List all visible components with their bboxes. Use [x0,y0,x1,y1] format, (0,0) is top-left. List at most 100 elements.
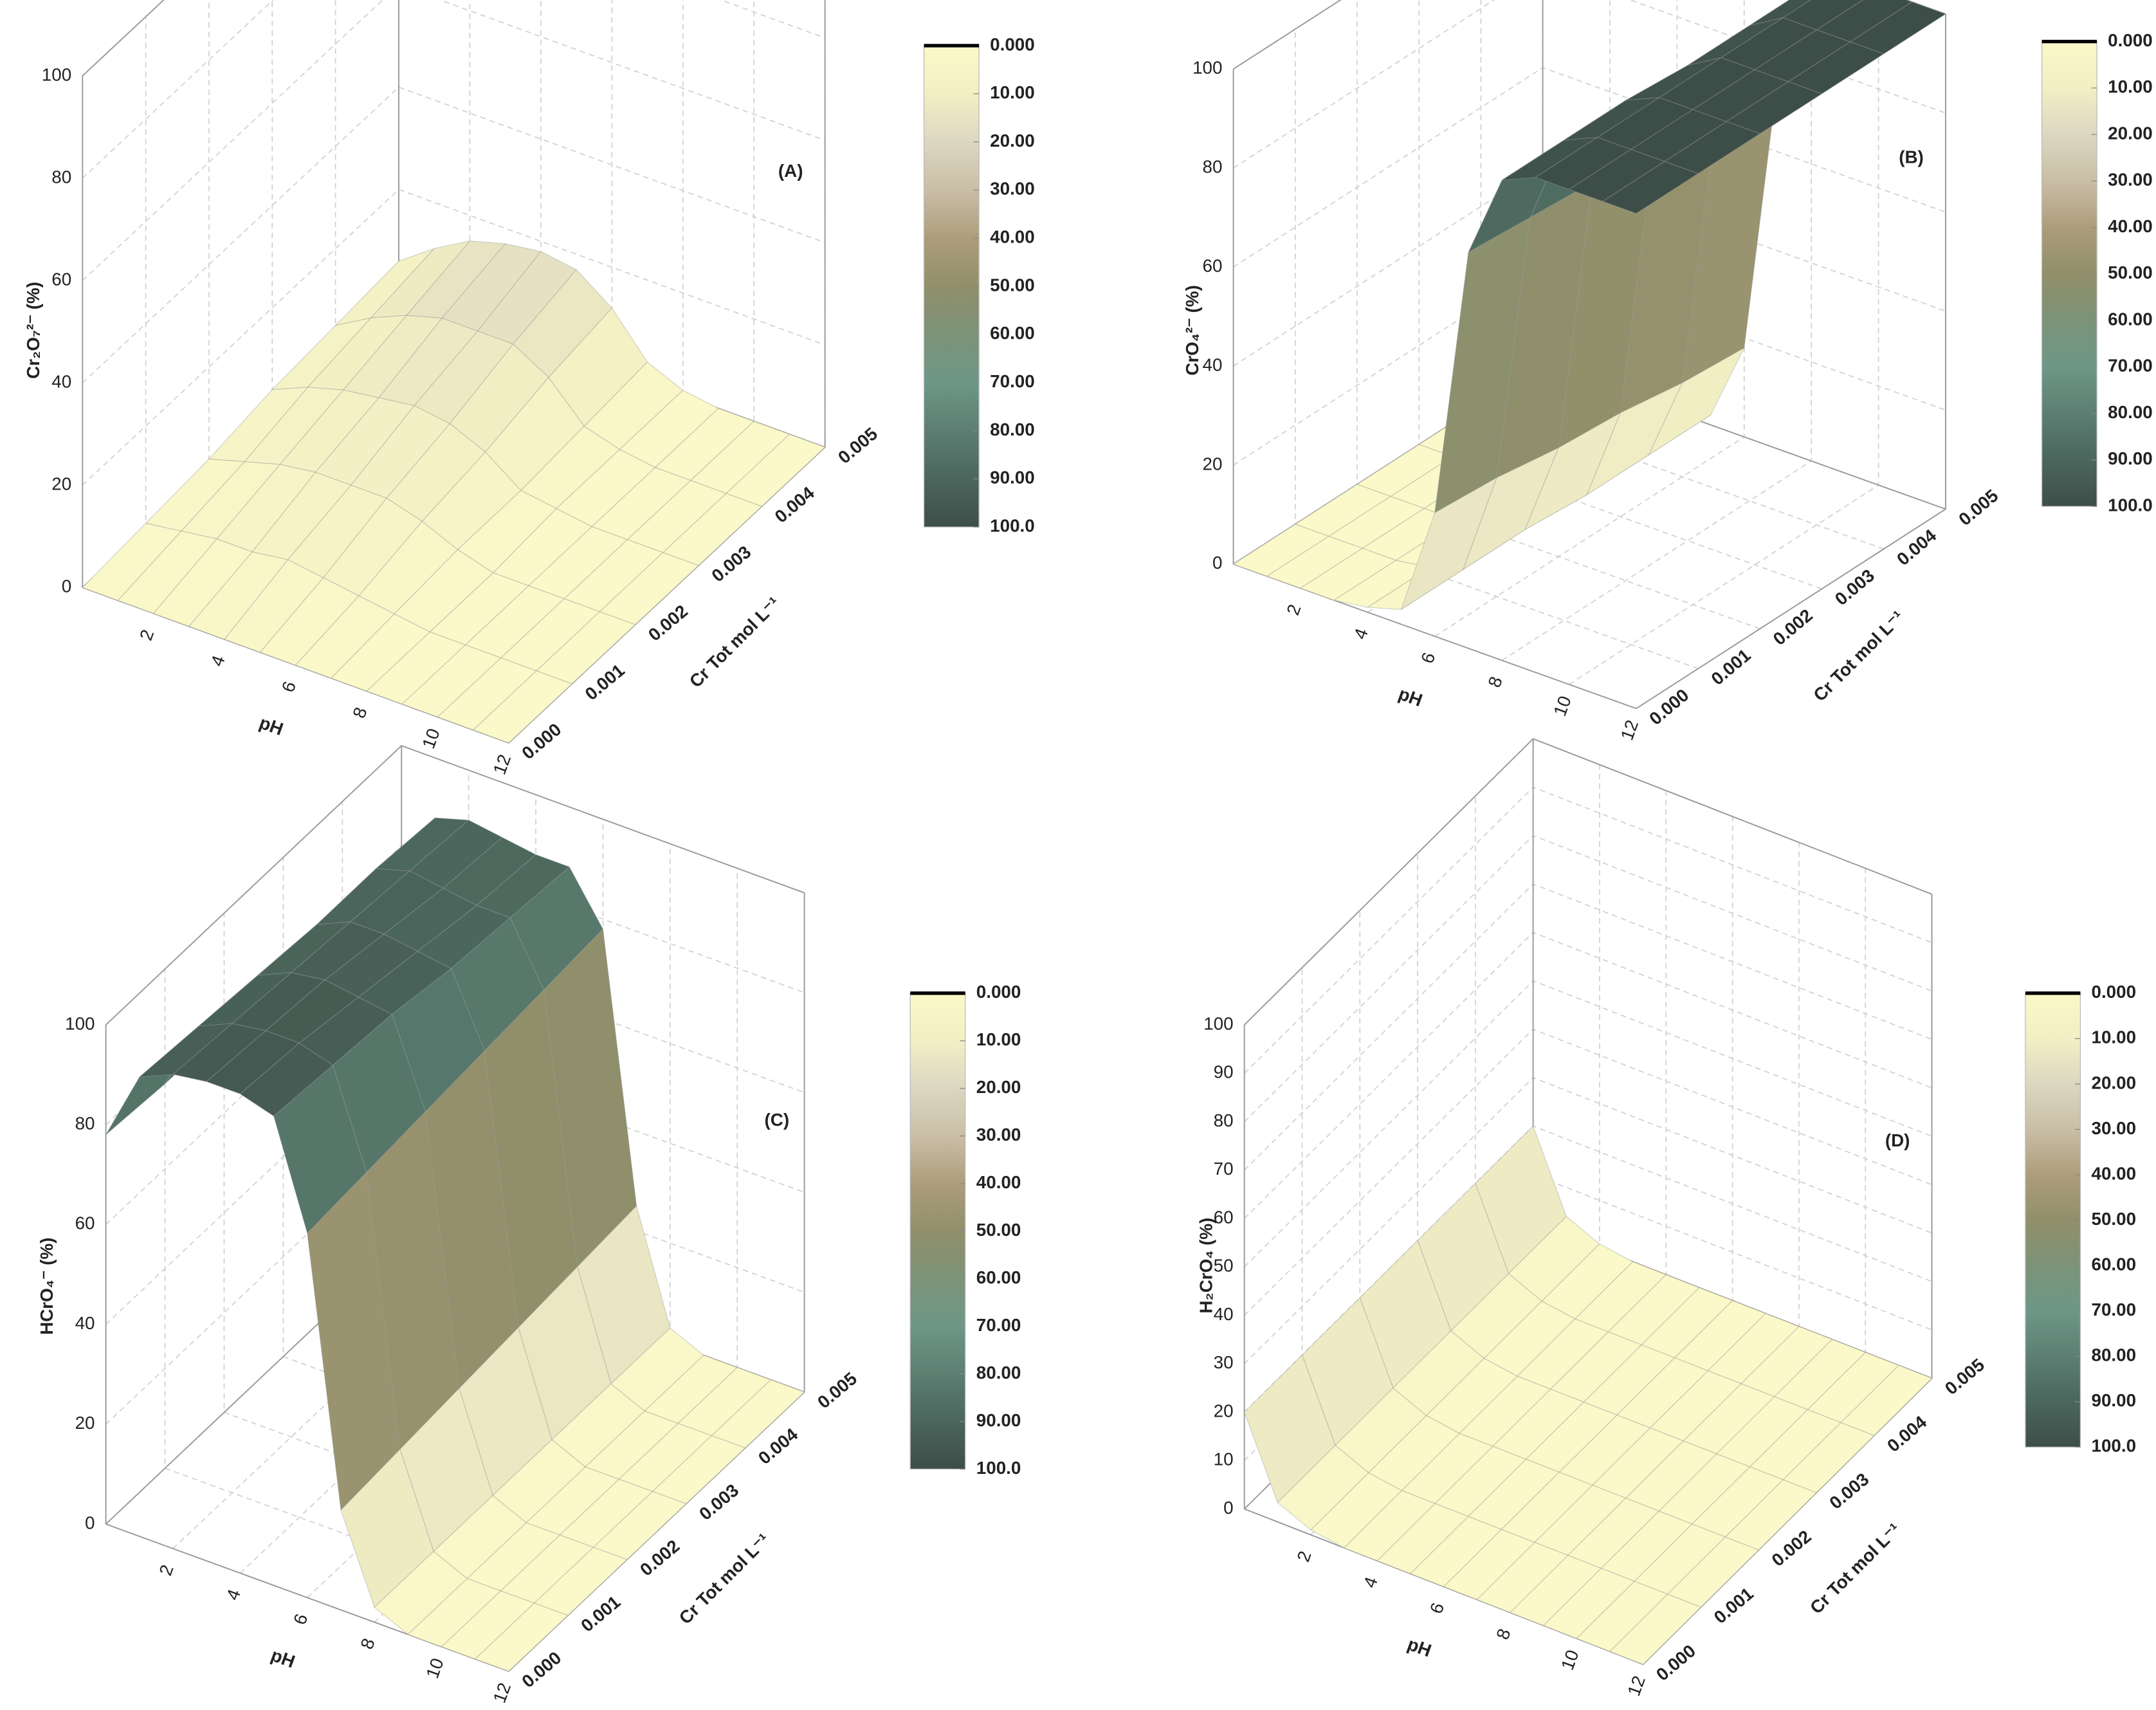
colorbar-tick-label: 100.0 [2108,495,2153,515]
colorbar-tick-label: 10.00 [990,82,1035,102]
z-tick-label: 80 [51,167,71,187]
colorbar-tick-label: 30.00 [2092,1118,2137,1138]
x-tick-label: 12 [489,751,515,777]
x-tick-label: 8 [356,1635,378,1651]
colorbar-tick-label: 40.00 [2092,1163,2137,1183]
grid-line [1244,738,1932,1025]
z-tick-label: 40 [1203,354,1223,374]
y-tick-label: 0.000 [1645,685,1692,728]
panel-label: (D) [1885,1130,1910,1150]
z-tick-label: 80 [75,1114,95,1134]
grid-line [82,0,825,179]
surface-patch [1782,1422,1875,1493]
colorbar-tick-label: 20.00 [976,1077,1021,1097]
z-tick-label: 20 [75,1413,95,1433]
colorbar-tick-label: 90.00 [2108,448,2153,468]
colorbar-tick-label: 100.0 [990,515,1035,535]
colorbar [909,993,966,1470]
x-tick-label: 6 [278,679,300,695]
colorbar-tick-label: 20.00 [2092,1072,2137,1092]
colorbar-tick-label: 80.00 [2108,402,2153,422]
y-tick-label: 0.005 [814,1368,861,1412]
z-tick-label: 60 [51,269,71,289]
z-tick-label: 80 [1214,1110,1234,1130]
grid-line [82,0,165,77]
x-tick-label: 8 [1492,1626,1514,1642]
surface-patch [726,434,826,507]
y-axis-label: Cr Tot mol L⁻¹ [675,1530,774,1628]
colorbar [923,45,980,528]
y-tick-label: 0.005 [834,423,881,467]
colorbar-tick-label: 70.00 [990,371,1035,391]
z-tick-label: 60 [75,1213,95,1233]
grid-line [82,86,825,383]
colorbar-tick-label: 60.00 [976,1267,1021,1287]
surface-patch [1602,161,1699,214]
colorbar-tick-label: 30.00 [2108,170,2153,190]
colorbar-tick-label: 60.00 [2092,1254,2137,1274]
axis-edge [1233,508,1946,710]
y-tick-label: 0.003 [1831,565,1878,609]
grid-line [366,0,684,692]
grid-line [437,0,755,718]
panel-label: (B) [1899,147,1924,167]
grid-line [1244,786,1932,1074]
grid-line [82,188,825,486]
x-axis-label: pH [1396,683,1425,710]
colorbar-tick-label: 30.00 [976,1125,1021,1145]
z-tick-label: 100 [42,64,71,84]
x-tick-label: 2 [136,627,158,643]
y-axis-label: Cr Tot mol L⁻¹ [1806,1520,1905,1618]
colorbar-tick-label: 90.00 [990,468,1035,488]
grid-line [224,0,542,640]
colorbar-tick-label: 100.0 [2092,1436,2137,1456]
grid-line [1244,932,1932,1219]
x-tick-label: 4 [1360,1574,1382,1590]
y-tick-label: 0.002 [1769,605,1816,648]
colorbar-tick-label: 60.00 [2108,309,2153,329]
surface-patch [533,1547,628,1616]
colorbar-tick-label: 50.00 [2092,1209,2137,1229]
colorbar-tick-label: 10.00 [2092,1027,2137,1047]
surface-patch [1840,1365,1933,1436]
z-tick-label: 40 [51,371,71,391]
colorbar-tick-label: 70.00 [2092,1300,2137,1319]
colorbar-tick-label: 10.00 [976,1029,1021,1049]
x-tick-label: 4 [206,653,228,669]
colorbar-tick-label: 100.0 [976,1458,1021,1478]
colorbar [2041,41,2097,507]
colorbar-tick-label: 80.00 [2092,1345,2137,1365]
x-tick-label: 10 [418,726,444,751]
z-tick-label: 40 [1214,1304,1234,1324]
z-tick-label: 100 [1203,1013,1233,1033]
z-tick-label: 80 [1203,157,1223,177]
z-tick-label: 0 [85,1512,95,1532]
x-tick-label: 8 [349,704,370,721]
x-tick-label: 2 [155,1562,177,1578]
colorbar-tick-label: 50.00 [2108,262,2153,282]
axis-edge [82,0,165,77]
z-tick-label: 20 [1203,454,1223,473]
surface-patch [592,1491,687,1560]
z-axis-label: H₂CrO₄ (%) [1196,1218,1216,1314]
colorbar-tick-label: 0.000 [2108,30,2153,50]
grid-line [1244,883,1932,1171]
x-axis-label: pH [257,712,286,739]
y-tick-label: 0.005 [1955,486,2002,529]
grid-line [1244,834,1932,1123]
z-tick-label: 10 [1214,1449,1234,1469]
z-axis-label: CrO₄²⁻ (%) [1182,285,1202,376]
surface-patch [472,670,573,744]
z-tick-label: 60 [1214,1207,1234,1227]
x-tick-label: 12 [489,1680,515,1705]
colorbar-tick-label: 0.000 [976,982,1021,1002]
x-tick-label: 6 [289,1611,311,1627]
colorbar-tick-label: 70.00 [976,1315,1021,1335]
z-tick-label: 100 [1192,58,1222,78]
x-tick-label: 10 [422,1655,448,1681]
colorbar-tick-label: 90.00 [976,1410,1021,1430]
z-tick-label: 40 [75,1313,95,1333]
axis-edge [105,744,805,1025]
